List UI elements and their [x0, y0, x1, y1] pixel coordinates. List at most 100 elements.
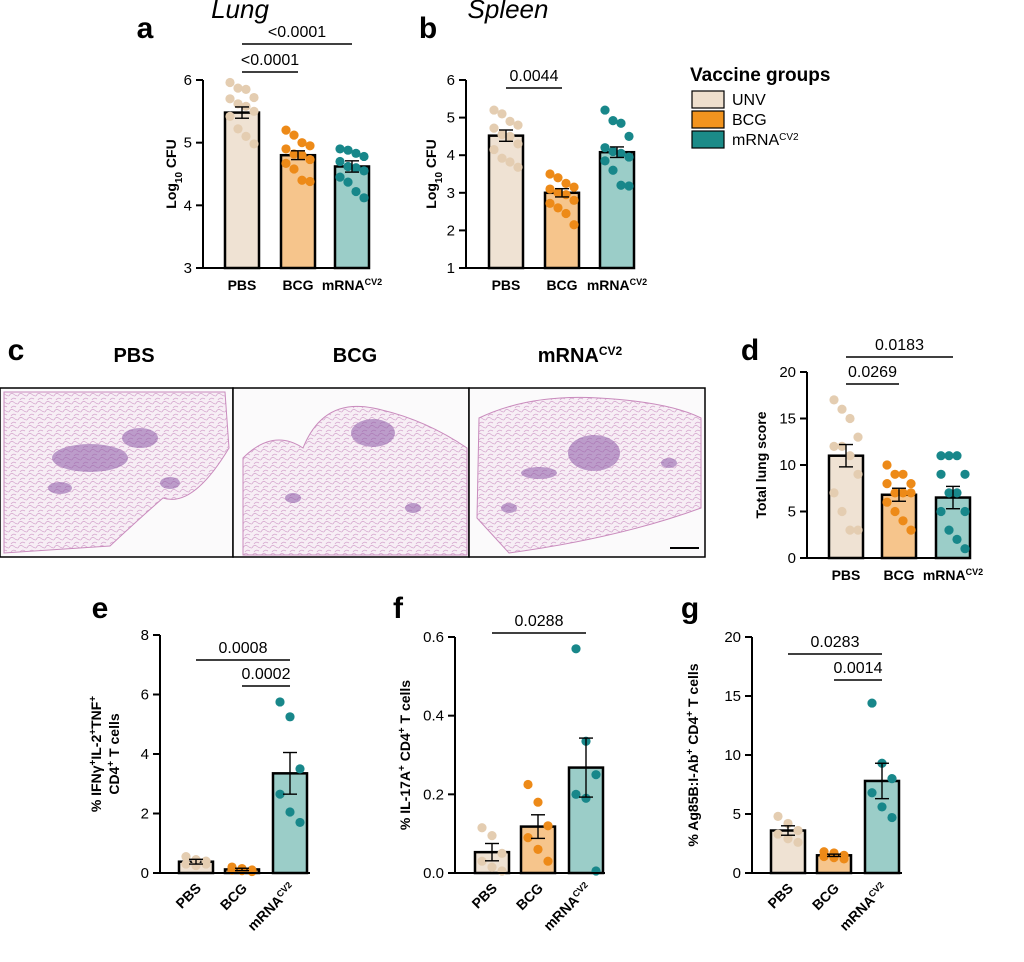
data-point — [877, 802, 887, 812]
data-point — [281, 158, 291, 168]
data-point — [561, 190, 571, 200]
y-tick-label: 0.0 — [423, 865, 444, 882]
data-point — [545, 184, 555, 194]
data-point — [233, 83, 243, 93]
p-value-label: 0.0283 — [811, 634, 860, 651]
data-point — [553, 188, 563, 198]
panel-a: a Lung 3 4 5 6 PBS BCG mRNACV2 Log10 CFU <0.0001 <0… — [137, 0, 382, 293]
histology-title: PBS — [113, 345, 154, 367]
data-point — [497, 153, 507, 163]
data-point — [241, 131, 251, 141]
data-point — [882, 479, 892, 489]
data-point — [545, 198, 555, 208]
data-point — [906, 525, 916, 535]
legend-swatch — [691, 90, 725, 109]
y-tick-label: 3 — [447, 185, 455, 202]
data-point — [553, 203, 563, 213]
data-point — [275, 697, 285, 707]
data-point — [487, 831, 497, 841]
data-point — [489, 144, 499, 155]
y-tick-label: 6 — [184, 72, 192, 89]
lesion — [48, 482, 72, 494]
data-point — [829, 441, 839, 451]
data-point — [867, 698, 877, 708]
y-tick-label: 0.4 — [423, 708, 444, 725]
y-tick-label: 6 — [447, 72, 455, 89]
data-point — [241, 84, 251, 94]
bar-0 — [487, 134, 525, 270]
data-point — [571, 789, 581, 799]
data-point — [359, 151, 369, 162]
y-tick-label: 5 — [733, 806, 741, 823]
data-point — [285, 712, 295, 722]
data-point — [867, 788, 877, 798]
lesion — [501, 503, 517, 513]
y-tick-label: 10 — [724, 747, 741, 764]
y-axis-label: % Ag85B:I-Ab+ CD4+ T cells — [685, 663, 702, 846]
lesion — [351, 419, 395, 447]
data-point — [944, 525, 954, 535]
y-axis-label: Total lung score — [753, 411, 769, 518]
y-tick-label: 0 — [141, 865, 149, 882]
data-point — [882, 497, 892, 507]
data-point — [233, 124, 243, 134]
data-point — [513, 162, 523, 172]
data-point — [295, 817, 305, 828]
histology-image-1 — [232, 387, 470, 558]
image-frame — [468, 387, 706, 558]
data-point — [839, 854, 849, 864]
x-tick-label: mRNACV2 — [540, 880, 594, 934]
data-point — [887, 774, 897, 784]
data-point — [773, 811, 783, 821]
data-point — [569, 195, 579, 205]
data-point — [890, 506, 900, 517]
data-point — [181, 859, 191, 869]
p-value-label: 0.0288 — [515, 613, 564, 630]
legend-swatch — [691, 130, 725, 149]
data-point — [960, 469, 970, 479]
panel-label: c — [8, 334, 25, 367]
data-point — [249, 92, 259, 103]
histology-image-0 — [0, 387, 234, 558]
lung-tissue — [476, 396, 702, 554]
data-point — [952, 451, 962, 461]
p-value-label: 0.0183 — [875, 337, 924, 354]
data-point — [624, 152, 634, 162]
x-tick-label: mRNACV2 — [923, 567, 983, 583]
data-point — [837, 441, 847, 451]
data-point — [890, 488, 900, 498]
y-tick-label: 0.6 — [423, 629, 444, 646]
data-point — [249, 106, 259, 116]
lesion — [568, 435, 620, 471]
data-point — [543, 856, 553, 866]
data-point — [591, 866, 601, 876]
data-point — [906, 488, 916, 498]
legend-label: mRNACV2 — [732, 132, 799, 150]
data-point — [335, 144, 345, 154]
lung-tissue — [242, 405, 468, 556]
data-point — [837, 506, 847, 517]
data-point — [845, 413, 855, 424]
data-point — [944, 451, 954, 461]
panel-label: e — [92, 592, 109, 625]
data-point — [819, 851, 829, 862]
data-point — [285, 807, 295, 817]
data-point — [608, 116, 618, 126]
y-tick-label: 20 — [779, 364, 796, 381]
data-point — [793, 825, 803, 836]
data-point — [497, 129, 507, 140]
data-point — [952, 488, 962, 498]
y-axis-label: % IL-17A+ CD4+ T cells — [397, 680, 414, 830]
data-point — [783, 834, 793, 844]
lesion — [160, 477, 180, 489]
chart-title: Lung — [211, 0, 269, 24]
data-point — [335, 156, 345, 167]
legend-title: Vaccine groups — [690, 65, 830, 86]
lesion — [52, 444, 128, 472]
data-point — [624, 181, 634, 191]
data-point — [845, 451, 855, 461]
histology-image-2 — [468, 387, 706, 558]
data-point — [853, 469, 863, 479]
lesion — [122, 428, 158, 448]
